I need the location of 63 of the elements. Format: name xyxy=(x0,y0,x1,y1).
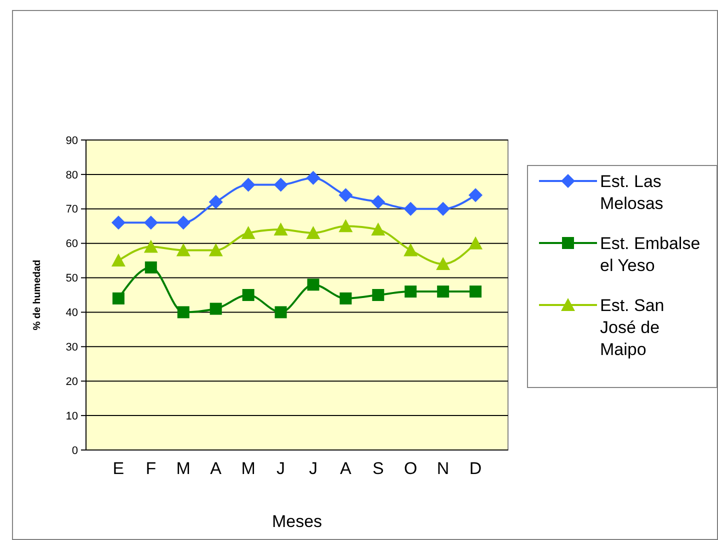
point xyxy=(208,195,223,209)
point xyxy=(306,170,320,185)
point xyxy=(436,257,450,270)
point xyxy=(242,289,254,301)
point xyxy=(340,292,352,304)
point xyxy=(144,240,158,253)
y-tick-label: 80 xyxy=(66,169,78,182)
point xyxy=(436,202,450,216)
point xyxy=(468,236,483,250)
point xyxy=(307,278,320,291)
point xyxy=(372,289,384,301)
y-tick-label: 30 xyxy=(66,342,78,354)
point xyxy=(144,216,158,230)
point xyxy=(437,286,450,298)
point xyxy=(338,219,353,232)
point xyxy=(468,188,483,202)
point xyxy=(144,261,157,274)
point xyxy=(274,306,287,318)
point xyxy=(470,286,482,298)
point xyxy=(404,286,417,298)
point xyxy=(111,254,126,267)
point xyxy=(177,306,190,318)
legend-label: Est. San José de Maipo xyxy=(600,296,664,359)
point xyxy=(274,178,288,192)
point xyxy=(404,202,418,216)
point xyxy=(241,178,256,192)
point xyxy=(274,222,288,236)
x-tick-label: A xyxy=(210,459,222,478)
x-tick-label: J xyxy=(276,459,286,478)
point xyxy=(176,216,190,230)
legend-label: Est. Las Melosas xyxy=(600,172,664,213)
x-tick-label: A xyxy=(340,459,352,478)
x-tick-label: D xyxy=(469,459,482,478)
x-tick-label: O xyxy=(404,459,418,478)
y-tick-label: 50 xyxy=(66,272,78,285)
x-tick-label: M xyxy=(241,459,256,478)
point xyxy=(371,195,386,209)
point xyxy=(176,243,190,256)
y-tick-label: 60 xyxy=(66,238,78,250)
x-tick-label: S xyxy=(372,459,384,478)
point xyxy=(371,222,386,236)
legend-label: Est. Embalse el Yeso xyxy=(600,234,700,275)
y-tick-label: 10 xyxy=(66,410,78,422)
point xyxy=(404,243,418,256)
x-tick-label: N xyxy=(436,459,450,478)
point xyxy=(210,302,222,315)
x-tick-label: F xyxy=(146,459,156,478)
point xyxy=(111,216,126,230)
x-tick-label: M xyxy=(176,459,190,478)
y-tick-label: 20 xyxy=(66,376,78,388)
y-tick-label: 0 xyxy=(72,444,78,457)
point xyxy=(338,188,353,202)
y-tick-label: 90 xyxy=(66,134,78,147)
y-tick-label: 40 xyxy=(66,307,78,320)
point xyxy=(241,226,256,239)
y-tick-label: 70 xyxy=(66,204,78,216)
x-axis-title: Meses xyxy=(272,512,322,531)
point xyxy=(306,226,320,239)
x-tick-label: J xyxy=(308,459,318,478)
y-axis-title: % de humedad xyxy=(32,260,43,330)
x-tick-label: E xyxy=(112,459,124,478)
point xyxy=(112,292,124,304)
point xyxy=(208,243,223,256)
